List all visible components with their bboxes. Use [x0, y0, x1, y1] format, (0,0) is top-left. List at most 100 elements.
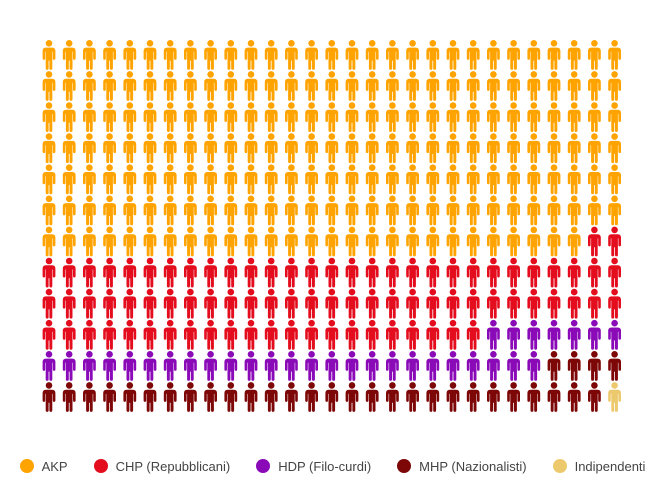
person-icon-1 — [608, 40, 621, 70]
person-icon-1 — [184, 195, 197, 226]
person-icon-1 — [305, 102, 318, 132]
person-icon-2 — [527, 257, 541, 288]
person-icon-1 — [547, 40, 561, 70]
person-icon-1 — [466, 102, 480, 132]
person-icon-1 — [305, 164, 318, 195]
person-icon-1 — [345, 71, 359, 101]
person-icon-1 — [325, 133, 339, 164]
person-icon-2 — [305, 319, 318, 350]
person-icon-1 — [264, 40, 278, 70]
person-icon-1 — [285, 226, 298, 257]
person-icon-1 — [446, 164, 460, 195]
person-icon-2 — [143, 288, 157, 319]
person-icon-3 — [567, 319, 581, 350]
person-icon-4 — [163, 382, 177, 412]
person-icon-4 — [507, 382, 520, 412]
person-icon-1 — [285, 71, 298, 101]
person-icon-2 — [365, 257, 379, 288]
person-icon-1 — [547, 195, 561, 226]
person-icon-1 — [446, 133, 460, 164]
person-icon-1 — [103, 133, 116, 164]
person-icon-2 — [325, 288, 339, 319]
person-icon-2 — [143, 319, 157, 350]
person-icon-1 — [244, 71, 258, 101]
person-icon-1 — [285, 164, 298, 195]
person-icon-3 — [527, 319, 541, 350]
person-icon-1 — [224, 40, 238, 70]
person-icon-1 — [507, 71, 520, 101]
person-icon-1 — [466, 226, 480, 257]
person-icon-1 — [264, 102, 278, 132]
person-icon-3 — [62, 351, 76, 381]
person-icon-1 — [466, 133, 480, 164]
person-icon-2 — [62, 319, 76, 350]
person-icon-1 — [446, 40, 460, 70]
pictogram-chart — [42, 40, 621, 412]
person-icon-2 — [325, 257, 339, 288]
person-icon-1 — [123, 102, 137, 132]
person-icon-4 — [143, 382, 157, 412]
person-icon-4 — [325, 382, 339, 412]
person-icon-1 — [204, 40, 217, 70]
person-icon-1 — [42, 164, 56, 195]
person-icon-1 — [567, 102, 581, 132]
person-icon-4 — [184, 382, 197, 412]
person-icon-1 — [244, 226, 258, 257]
person-icon-2 — [487, 288, 500, 319]
person-icon-3 — [365, 351, 379, 381]
person-icon-4 — [386, 382, 399, 412]
person-icon-1 — [184, 40, 197, 70]
person-icon-2 — [264, 288, 278, 319]
person-icon-1 — [325, 40, 339, 70]
person-icon-4 — [588, 382, 601, 412]
legend-item-2: CHP (Repubblicani) — [93, 459, 230, 474]
person-icon-1 — [507, 40, 520, 70]
person-icon-1 — [588, 40, 601, 70]
person-icon-3 — [224, 351, 238, 381]
person-icon-2 — [264, 319, 278, 350]
person-icon-1 — [567, 226, 581, 257]
person-icon-1 — [244, 195, 258, 226]
person-icon-1 — [466, 164, 480, 195]
person-icon-3 — [285, 351, 298, 381]
person-icon-2 — [365, 288, 379, 319]
person-icon-2 — [103, 288, 116, 319]
person-icon-3 — [608, 319, 621, 350]
person-icon-1 — [285, 102, 298, 132]
person-icon-1 — [527, 40, 541, 70]
person-icon-3 — [163, 351, 177, 381]
person-icon-2 — [446, 257, 460, 288]
person-icon-1 — [83, 195, 96, 226]
person-icon-1 — [426, 164, 440, 195]
person-icon-2 — [446, 288, 460, 319]
person-icon-1 — [264, 71, 278, 101]
person-icon-4 — [608, 351, 621, 381]
person-icon-1 — [507, 133, 520, 164]
person-icon-2 — [42, 288, 56, 319]
person-icon-2 — [204, 319, 217, 350]
person-icon-1 — [446, 71, 460, 101]
person-icon-3 — [487, 319, 500, 350]
person-icon-4 — [345, 382, 359, 412]
person-icon-2 — [608, 288, 621, 319]
person-icon-4 — [426, 382, 440, 412]
person-icon-1 — [103, 164, 116, 195]
person-icon-2 — [123, 288, 137, 319]
person-icon-2 — [466, 319, 480, 350]
person-icon-1 — [386, 164, 399, 195]
person-icon-1 — [123, 71, 137, 101]
person-icon-1 — [143, 226, 157, 257]
person-icon-3 — [588, 319, 601, 350]
person-icon-3 — [345, 351, 359, 381]
person-icon-2 — [244, 319, 258, 350]
person-icon-1 — [365, 71, 379, 101]
legend: AKP CHP (Repubblicani) HDP (Filo-curdi) MHP… — [0, 452, 665, 480]
person-icon-2 — [103, 257, 116, 288]
person-icon-1 — [264, 133, 278, 164]
person-icon-1 — [163, 226, 177, 257]
person-icon-1 — [305, 133, 318, 164]
person-icon-1 — [567, 195, 581, 226]
person-icon-2 — [83, 319, 96, 350]
person-icon-1 — [163, 195, 177, 226]
person-icon-2 — [345, 257, 359, 288]
